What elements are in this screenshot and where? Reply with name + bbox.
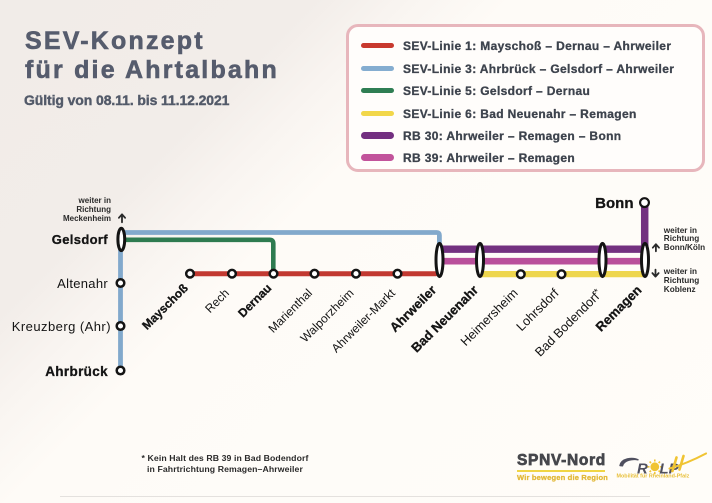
svg-text:R: R xyxy=(637,461,648,478)
svg-text:Mobilität für Rheinland-Pfalz: Mobilität für Rheinland-Pfalz xyxy=(617,474,690,480)
